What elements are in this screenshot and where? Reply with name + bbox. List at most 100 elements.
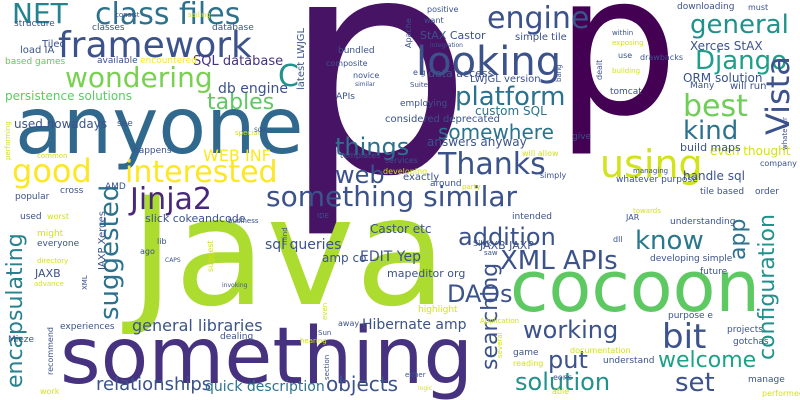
- word: lib: [157, 237, 167, 246]
- word: Apache: [404, 18, 413, 48]
- word: things: [335, 133, 410, 161]
- word: put: [548, 346, 588, 374]
- word: must: [748, 3, 769, 12]
- word: recommend: [46, 327, 55, 375]
- word: cocoon: [510, 246, 760, 328]
- word: suggest: [206, 240, 215, 272]
- word: popular: [15, 192, 50, 202]
- word: bundled: [338, 46, 375, 56]
- word: general: [690, 10, 789, 40]
- word: order: [755, 187, 779, 197]
- word: will allow: [522, 149, 559, 158]
- word: used nowadays: [14, 117, 108, 131]
- word: mapeditor org: [387, 267, 466, 280]
- word: tile based: [700, 187, 745, 197]
- word: set: [675, 368, 715, 398]
- word: will run: [730, 81, 767, 92]
- word-p-large: p: [555, 0, 679, 159]
- word: web: [335, 161, 385, 189]
- word: NET: [12, 0, 68, 30]
- word: used: [20, 212, 42, 222]
- word: towards: [633, 207, 661, 215]
- word: ago: [140, 247, 155, 256]
- word: handle sql: [683, 169, 745, 183]
- word: whatever: [781, 117, 789, 150]
- word: directory: [37, 257, 69, 265]
- word: sql queries: [265, 237, 342, 253]
- word: saw: [484, 249, 498, 257]
- word: working: [523, 316, 619, 344]
- word: looking: [416, 39, 562, 85]
- word: APIs: [336, 92, 355, 102]
- word: something: [60, 312, 473, 400]
- word: whatever purpose: [616, 175, 698, 185]
- word: build maps: [680, 141, 741, 154]
- word: StAX Castor: [420, 29, 486, 42]
- word: db engine: [218, 81, 288, 97]
- word: engine: [487, 1, 590, 36]
- word: worst: [47, 212, 70, 221]
- word: interested: [125, 155, 278, 190]
- word: amp co: [322, 251, 367, 265]
- word: persistence solutions: [5, 89, 133, 103]
- word: cross: [60, 186, 84, 196]
- word: future: [700, 267, 728, 277]
- word: developing: [383, 167, 428, 176]
- word: XML APIs: [500, 246, 618, 276]
- word: Castor etc: [370, 222, 432, 236]
- word: around: [430, 179, 462, 189]
- word: purpose e: [668, 311, 713, 321]
- word: good: [12, 152, 92, 190]
- word: JAR: [626, 213, 640, 222]
- word: bang: [555, 64, 563, 82]
- word: Mieze: [8, 335, 35, 345]
- word: game: [513, 348, 539, 358]
- word: exposing: [612, 39, 644, 47]
- word: common: [37, 152, 68, 160]
- word: eons: [553, 373, 573, 382]
- word: Sun: [318, 329, 332, 337]
- word: invoking: [222, 282, 248, 289]
- word: available: [97, 56, 138, 66]
- word: dll: [613, 235, 623, 244]
- word: IDE: [317, 212, 329, 220]
- word: wondering: [65, 61, 213, 94]
- word: managing: [633, 167, 669, 175]
- word: bit: [662, 317, 707, 357]
- word: CAPS: [165, 257, 181, 264]
- word: JAXB JAXP: [480, 239, 534, 252]
- word: something similar: [266, 180, 518, 213]
- word: C: [278, 59, 299, 94]
- word: ORM solution: [683, 71, 763, 85]
- word: latest LWJGL: [296, 27, 307, 90]
- word: know: [635, 226, 704, 256]
- word: encapsulating: [3, 233, 28, 388]
- word: projects: [727, 325, 763, 335]
- word: XML: [81, 275, 89, 290]
- word: Xerces StAX: [690, 39, 763, 53]
- word: performed: [762, 389, 800, 398]
- word: WEB INF: [203, 146, 271, 165]
- word: happens: [133, 146, 172, 156]
- word: Application: [480, 317, 520, 325]
- word: slick cokeandcode: [145, 212, 246, 225]
- word: consist: [115, 11, 140, 19]
- word: experiences: [60, 322, 115, 332]
- word: even thought: [710, 144, 791, 158]
- word: Thanks: [438, 147, 546, 182]
- word: AMD: [105, 182, 126, 192]
- word: dealing: [220, 332, 254, 342]
- word: Hibernate amp: [362, 317, 467, 333]
- word: sailing: [188, 11, 211, 19]
- word: Slick: [473, 239, 492, 248]
- word: party: [462, 183, 481, 191]
- word: intended: [512, 212, 552, 222]
- word: logic: [418, 385, 433, 392]
- word: even: [321, 302, 329, 320]
- word: objects: [326, 372, 399, 396]
- word: quick description: [205, 379, 325, 395]
- word: simply: [540, 171, 567, 180]
- word: classes: [92, 23, 125, 33]
- word: company: [760, 159, 797, 168]
- word: simple tile: [515, 32, 567, 43]
